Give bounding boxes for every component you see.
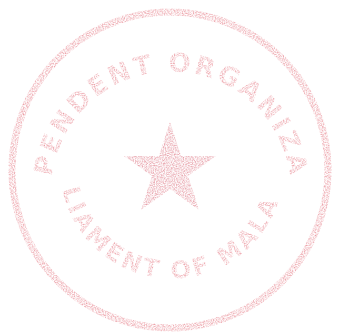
stamp-top-text: INDEPENDENT ORGANIZATION: [0, 0, 313, 178]
stamp-outer-ring: [8, 8, 332, 332]
star-icon: [124, 122, 216, 210]
